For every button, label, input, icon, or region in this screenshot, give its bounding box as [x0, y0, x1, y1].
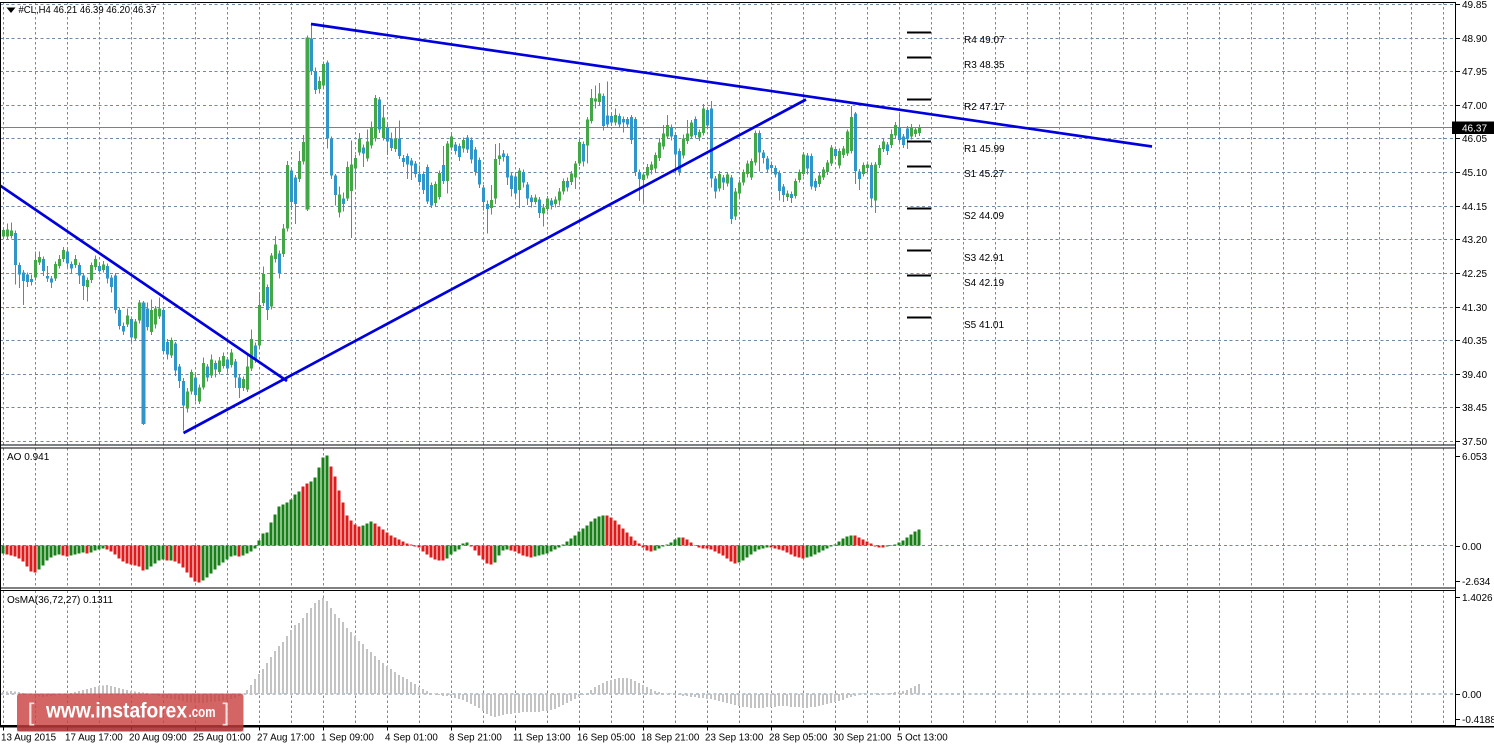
- svg-text:23 Sep 13:00: 23 Sep 13:00: [705, 733, 764, 744]
- svg-text:S3 42.91: S3 42.91: [964, 253, 1004, 264]
- svg-text:5 Oct 13:00: 5 Oct 13:00: [897, 733, 948, 744]
- svg-text:1 Sep 09:00: 1 Sep 09:00: [321, 733, 374, 744]
- svg-text:-0.4188: -0.4188: [1462, 715, 1494, 726]
- svg-text:41.30: 41.30: [1462, 303, 1487, 314]
- svg-text:16 Sep 05:00: 16 Sep 05:00: [577, 733, 636, 744]
- svg-text:46.37: 46.37: [1462, 124, 1487, 135]
- svg-text:39.40: 39.40: [1462, 370, 1487, 381]
- svg-text:R1 45.99: R1 45.99: [964, 144, 1005, 155]
- svg-text:#CL,H4 46.21 46.39 46.20 46.3: #CL,H4 46.21 46.39 46.20 46.37: [19, 4, 157, 16]
- svg-text:]: ]: [223, 699, 230, 727]
- svg-text:.com: .com: [189, 705, 216, 721]
- svg-text:OsMA(36,72,27) 0.1311: OsMA(36,72,27) 0.1311: [7, 595, 113, 606]
- svg-text:S2 44.09: S2 44.09: [964, 211, 1004, 222]
- svg-text:27 Aug 17:00: 27 Aug 17:00: [257, 733, 315, 744]
- svg-text:37.50: 37.50: [1462, 437, 1487, 448]
- svg-text:30 Sep 21:00: 30 Sep 21:00: [833, 733, 892, 744]
- svg-text:R3 48.35: R3 48.35: [964, 60, 1005, 71]
- svg-text:S1 45.27: S1 45.27: [964, 169, 1004, 180]
- svg-text:44.15: 44.15: [1462, 202, 1487, 213]
- svg-text:4 Sep 01:00: 4 Sep 01:00: [385, 733, 438, 744]
- svg-text:43.20: 43.20: [1462, 235, 1487, 246]
- svg-text:28 Sep 05:00: 28 Sep 05:00: [769, 733, 828, 744]
- svg-text:1.4026: 1.4026: [1462, 593, 1493, 604]
- svg-text:47.95: 47.95: [1462, 67, 1487, 78]
- svg-text:AO 0.941: AO 0.941: [7, 452, 50, 463]
- svg-text:18 Sep 21:00: 18 Sep 21:00: [641, 733, 700, 744]
- svg-text:[: [: [28, 699, 35, 727]
- svg-text:13 Aug 2015: 13 Aug 2015: [1, 733, 57, 744]
- svg-text:47.00: 47.00: [1462, 101, 1487, 112]
- svg-text:45.10: 45.10: [1462, 168, 1487, 179]
- svg-text:www.instaforex: www.instaforex: [45, 699, 187, 723]
- svg-text:46.05: 46.05: [1462, 134, 1487, 145]
- svg-text:0.00: 0.00: [1462, 690, 1482, 701]
- svg-text:25 Aug 01:00: 25 Aug 01:00: [193, 733, 251, 744]
- svg-text:S4 42.19: S4 42.19: [964, 278, 1004, 289]
- svg-text:6.053: 6.053: [1462, 452, 1487, 463]
- svg-text:20 Aug 09:00: 20 Aug 09:00: [129, 733, 187, 744]
- svg-text:-2.634: -2.634: [1462, 577, 1491, 588]
- svg-text:0.00: 0.00: [1462, 542, 1482, 553]
- svg-text:11 Sep 13:00: 11 Sep 13:00: [513, 733, 571, 744]
- svg-text:R2 47.17: R2 47.17: [964, 102, 1005, 113]
- svg-text:17 Aug 17:00: 17 Aug 17:00: [65, 733, 123, 744]
- svg-text:38.45: 38.45: [1462, 403, 1487, 414]
- svg-text:49.85: 49.85: [1462, 0, 1487, 11]
- svg-text:8 Sep 21:00: 8 Sep 21:00: [449, 733, 502, 744]
- svg-text:S5 41.01: S5 41.01: [964, 320, 1004, 331]
- svg-text:48.90: 48.90: [1462, 34, 1487, 45]
- svg-text:42.25: 42.25: [1462, 269, 1487, 280]
- svg-text:40.35: 40.35: [1462, 336, 1487, 347]
- svg-text:R4 49.07: R4 49.07: [964, 35, 1005, 46]
